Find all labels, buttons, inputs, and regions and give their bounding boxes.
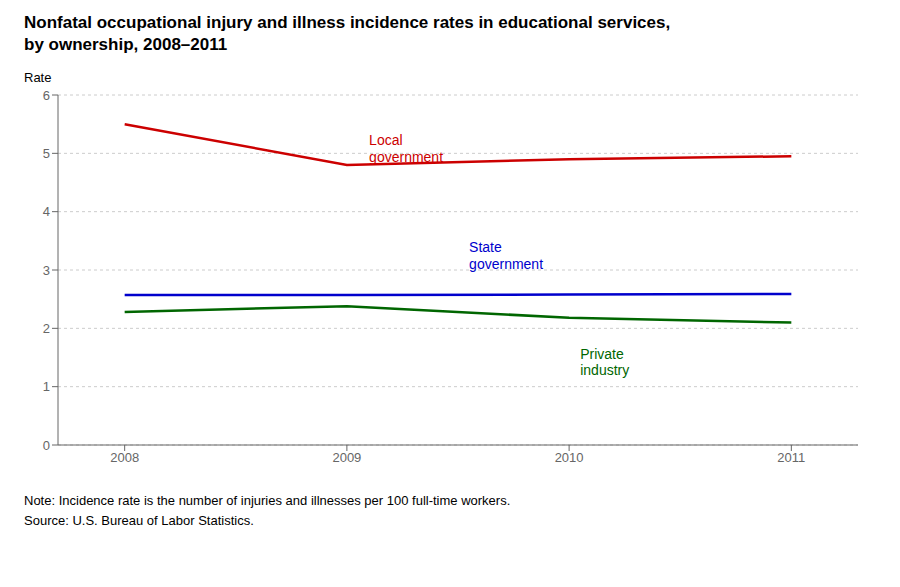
html-text:Source: U.S. Bureau of Labor S: Source: U.S. Bureau of Labor Statistics.: [24, 513, 254, 528]
svg-text:1: 1: [43, 379, 50, 394]
svg-text:2008: 2008: [110, 450, 139, 465]
svg-text:2011: 2011: [777, 450, 805, 465]
svg-text:2010: 2010: [555, 450, 584, 465]
svg-text:Privateindustry: Privateindustry: [580, 346, 629, 379]
html-text:Note: Incidence rate is the nu: Note: Incidence rate is the number of in…: [24, 493, 511, 508]
svg-text:3: 3: [43, 263, 50, 278]
html-text:by ownership, 2008–2011: by ownership, 2008–2011: [24, 35, 228, 54]
svg-text:6: 6: [43, 88, 50, 103]
html-text:Nonfatal occupational injury a: Nonfatal occupational injury and illness…: [24, 13, 671, 32]
svg-text:2009: 2009: [332, 450, 361, 465]
svg-text:2: 2: [43, 321, 50, 336]
svg-text:4: 4: [43, 204, 50, 219]
svg-text:Localgovernment: Localgovernment: [369, 132, 443, 165]
svg-text:5: 5: [43, 146, 50, 161]
svg-text:Stategovernment: Stategovernment: [469, 239, 543, 272]
svg-text:0: 0: [43, 438, 50, 453]
html-text:Rate: Rate: [24, 70, 52, 85]
